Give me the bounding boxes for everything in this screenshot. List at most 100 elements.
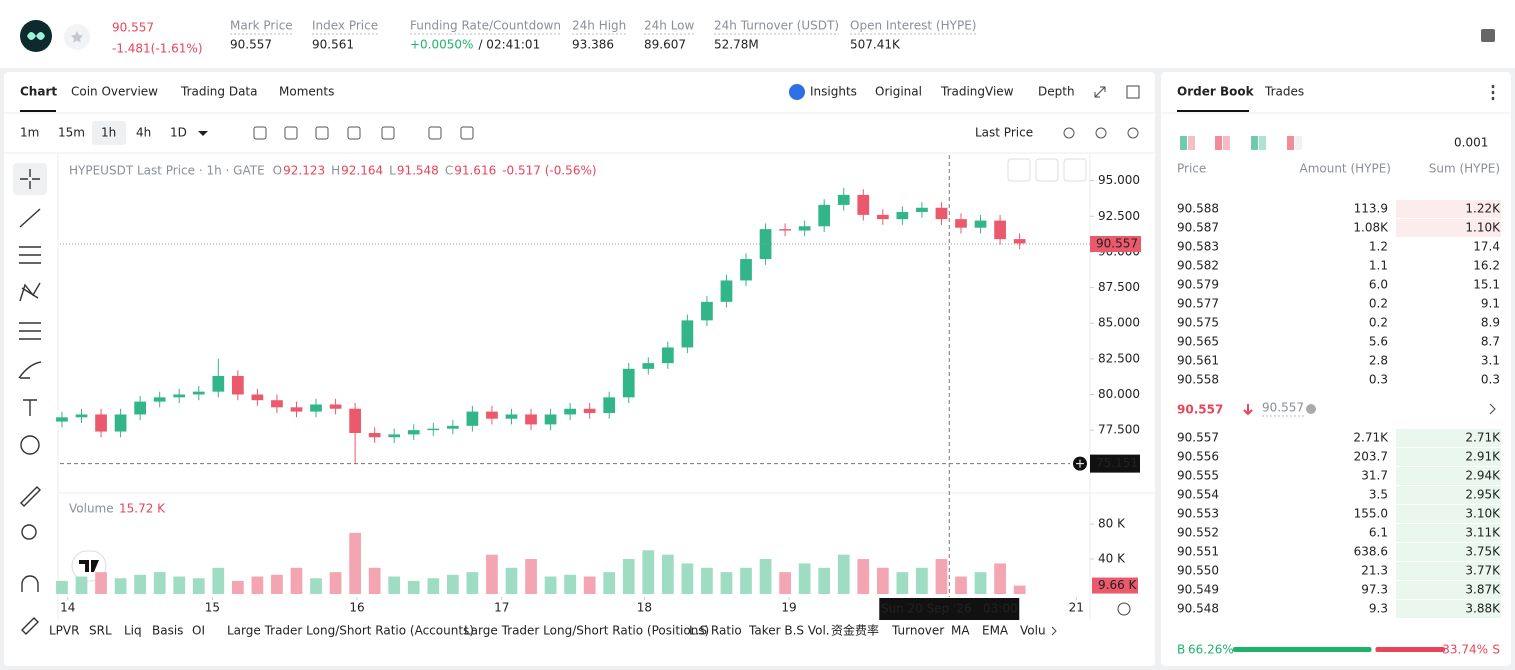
chart-tab[interactable]: Coin Overview bbox=[71, 85, 158, 99]
interval[interactable]: 1D bbox=[170, 126, 187, 140]
pattern-tool[interactable] bbox=[19, 282, 41, 302]
toolbar-icon[interactable] bbox=[347, 126, 361, 140]
pane-button[interactable] bbox=[1035, 158, 1059, 182]
line-tool[interactable] bbox=[19, 208, 41, 228]
candle-body bbox=[876, 214, 889, 220]
price-source[interactable]: Last Price bbox=[975, 126, 1033, 140]
candle-body bbox=[114, 414, 127, 432]
tool-icon[interactable] bbox=[1095, 127, 1107, 139]
volume-bar bbox=[622, 559, 635, 594]
toolbar-icon[interactable] bbox=[460, 126, 474, 140]
scroll-right[interactable] bbox=[1051, 626, 1057, 636]
candle-body bbox=[134, 401, 146, 415]
interval[interactable]: 1m bbox=[20, 126, 39, 140]
ob-sum: 3.75K bbox=[1465, 545, 1501, 559]
toolbar-icon[interactable] bbox=[428, 126, 442, 140]
emoji-tool[interactable] bbox=[20, 435, 40, 455]
ob-price: 90.588 bbox=[1177, 202, 1219, 216]
window-icon[interactable] bbox=[1126, 85, 1140, 99]
depth-bg bbox=[1396, 333, 1501, 351]
ob-amount: 0.2 bbox=[1369, 316, 1388, 330]
magnet-tool[interactable] bbox=[21, 575, 39, 592]
ob-amount: 155.0 bbox=[1354, 507, 1388, 521]
sell-ratio: 33.74% bbox=[1442, 643, 1488, 657]
settings-icon[interactable] bbox=[1117, 602, 1131, 616]
candle-body bbox=[837, 194, 850, 205]
text-tool[interactable] bbox=[23, 399, 37, 416]
layout-icon[interactable] bbox=[1295, 136, 1302, 150]
ob-tab[interactable]: Order Book bbox=[1177, 85, 1255, 99]
view-tab[interactable]: Insights bbox=[810, 85, 857, 99]
stat-value: 507.41K bbox=[850, 38, 901, 52]
layout-icon[interactable] bbox=[1188, 136, 1195, 150]
indicator[interactable]: SRL bbox=[89, 624, 112, 638]
tv-logo-mark bbox=[79, 560, 99, 572]
candle-body bbox=[407, 430, 420, 435]
zoom-tool[interactable] bbox=[21, 524, 37, 540]
view-tab[interactable]: TradingView bbox=[940, 85, 1014, 99]
interval[interactable]: 4h bbox=[136, 126, 151, 140]
crosshair-tool[interactable] bbox=[20, 169, 40, 189]
chart-tab[interactable]: Trading Data bbox=[180, 85, 258, 99]
tool-icon[interactable] bbox=[1127, 127, 1139, 139]
x-tick-label: 16 bbox=[349, 601, 364, 615]
column-head: Sum (HYPE) bbox=[1429, 162, 1500, 176]
depth-bg bbox=[1396, 467, 1501, 485]
interval[interactable]: 15m bbox=[58, 126, 85, 140]
ob-sum: 3.87K bbox=[1465, 583, 1501, 597]
layout-icon[interactable] bbox=[1180, 136, 1187, 150]
toolbar-icon[interactable] bbox=[253, 126, 267, 140]
indicator[interactable]: 资金费率 bbox=[831, 623, 879, 638]
pen-tool[interactable] bbox=[21, 617, 39, 635]
chart-tab[interactable]: Moments bbox=[279, 85, 334, 99]
indicator[interactable]: EMA bbox=[982, 624, 1009, 638]
layout-icon[interactable] bbox=[1259, 136, 1266, 150]
volume-bar bbox=[916, 567, 928, 594]
precision[interactable]: 0.001 bbox=[1454, 136, 1488, 150]
ob-tab[interactable]: Trades bbox=[1264, 85, 1304, 99]
fullscreen-icon[interactable] bbox=[1094, 86, 1106, 98]
toolbar-icon[interactable] bbox=[381, 126, 395, 140]
tool-icon[interactable] bbox=[1063, 127, 1075, 139]
stat-label: 24h Low bbox=[644, 19, 695, 33]
layout-icon[interactable] bbox=[1287, 136, 1294, 150]
chart-tab[interactable]: Chart bbox=[20, 85, 57, 99]
toolbar-icon[interactable] bbox=[315, 126, 329, 140]
pane-button[interactable] bbox=[1063, 158, 1087, 182]
fib-tool[interactable] bbox=[19, 322, 41, 340]
ob-amount: 3.5 bbox=[1369, 488, 1388, 502]
candle-body bbox=[446, 425, 459, 429]
ruler-tool[interactable] bbox=[20, 486, 41, 507]
pane-button[interactable] bbox=[1007, 158, 1031, 182]
view-tab[interactable]: Depth bbox=[1038, 85, 1075, 99]
y-tick-label: 85.000 bbox=[1098, 316, 1140, 330]
indicator[interactable]: Liq bbox=[124, 624, 142, 638]
indicator[interactable]: Basis bbox=[152, 624, 183, 638]
indicator[interactable]: Large Trader Long/Short Ratio (Accounts) bbox=[227, 624, 474, 638]
indicator[interactable]: L.S Ratio bbox=[689, 624, 742, 638]
ob-price: 90.549 bbox=[1177, 583, 1219, 597]
view-tab[interactable]: Original bbox=[875, 85, 922, 99]
candle-body bbox=[622, 368, 635, 398]
ob-sum: 16.2 bbox=[1473, 259, 1500, 273]
last-price-tag bbox=[1090, 235, 1141, 252]
indicator[interactable]: MA bbox=[951, 624, 970, 638]
chevron[interactable] bbox=[1489, 403, 1496, 415]
toolbar-icon[interactable] bbox=[284, 126, 298, 140]
interval[interactable]: 1h bbox=[101, 126, 116, 140]
book-icon[interactable] bbox=[1481, 29, 1495, 42]
y-tick-label: 77.500 bbox=[1098, 423, 1140, 437]
depth-bg bbox=[1396, 543, 1501, 561]
brush-tool[interactable] bbox=[18, 361, 42, 379]
volume-bar bbox=[564, 574, 576, 594]
indicator[interactable]: Taker B.S Vol. bbox=[748, 624, 830, 638]
layout-icon[interactable] bbox=[1223, 136, 1230, 150]
layout-icon[interactable] bbox=[1215, 136, 1222, 150]
indicator[interactable]: Volu bbox=[1020, 624, 1046, 638]
channel-tool[interactable] bbox=[19, 246, 41, 264]
indicator[interactable]: OI bbox=[192, 624, 205, 638]
indicator[interactable]: Large Trader Long/Short Ratio (Positions… bbox=[464, 624, 709, 638]
indicator[interactable]: LPVR bbox=[49, 624, 79, 638]
layout-icon[interactable] bbox=[1251, 136, 1258, 150]
indicator[interactable]: Turnover bbox=[891, 624, 944, 638]
